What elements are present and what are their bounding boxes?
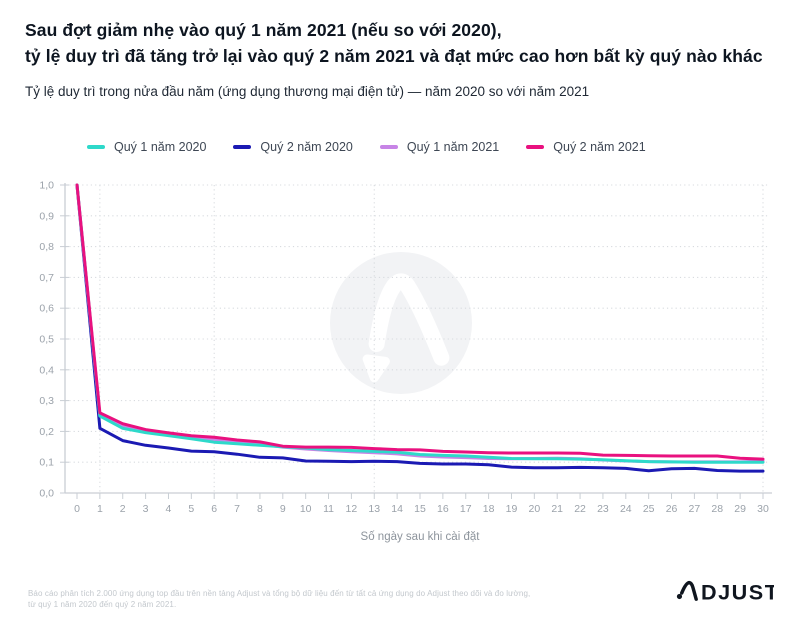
- x-tick-label: 8: [257, 503, 263, 515]
- chart-legend: Quý 1 năm 2020 Quý 2 năm 2020 Quý 1 năm 20…: [87, 140, 646, 154]
- x-tick-label: 24: [620, 503, 632, 515]
- y-tick-label: 0,6: [39, 303, 54, 315]
- y-tick-label: 0,2: [39, 426, 54, 438]
- x-tick-label: 17: [460, 503, 472, 515]
- legend-item-3: Quý 1 năm 2021: [379, 140, 500, 154]
- footnote-line1: Báo cáo phân tích 2.000 ứng dụng top đầu…: [28, 589, 531, 598]
- legend-label: Quý 2 năm 2020: [260, 140, 353, 154]
- legend-label: Quý 1 năm 2020: [114, 140, 207, 154]
- x-tick-label: 27: [689, 503, 701, 515]
- x-tick-label: 16: [437, 503, 449, 515]
- y-tick-label: 1,0: [39, 180, 54, 192]
- x-tick-label: 25: [643, 503, 655, 515]
- x-tick-label: 6: [211, 503, 217, 515]
- x-axis-label: Số ngày sau khi cài đặt: [361, 531, 481, 543]
- legend-item-4: Quý 2 năm 2021: [526, 140, 646, 154]
- x-tick-label: 0: [74, 503, 80, 515]
- x-tick-label: 20: [528, 503, 540, 515]
- y-tick-label: 0,4: [39, 364, 54, 376]
- x-tick-label: 22: [574, 503, 586, 515]
- series-line-2-qu-2-n-m-2020: [75, 183, 765, 473]
- series-line-1-qu-1-n-m-2020: [75, 183, 765, 464]
- footnote-line2: từ quý 1 năm 2020 đến quý 2 năm 2021.: [28, 600, 177, 609]
- legend-swatch: [379, 145, 398, 149]
- x-tick-label: 2: [120, 503, 126, 515]
- y-tick-label: 0,9: [39, 210, 54, 222]
- y-tick-label: 0,8: [39, 241, 54, 253]
- x-tick-label: 9: [280, 503, 286, 515]
- adjust-watermark-icon: [330, 252, 472, 394]
- x-tick-label: 14: [391, 503, 403, 515]
- x-tick-label: 4: [166, 503, 172, 515]
- legend-swatch: [526, 145, 545, 149]
- legend-swatch: [233, 145, 252, 149]
- x-tick-label: 30: [757, 503, 769, 515]
- x-tick-label: 29: [734, 503, 746, 515]
- legend-label: Quý 1 năm 2021: [406, 140, 500, 154]
- legend-label: Quý 2 năm 2021: [553, 140, 646, 154]
- x-tick-label: 1: [97, 503, 103, 515]
- x-tick-label: 15: [414, 503, 426, 515]
- x-tick-label: 3: [143, 503, 149, 515]
- retention-chart-svg: 0,00,10,20,30,40,50,60,70,80,91,00 1 2 3 4 5 6…: [39, 180, 772, 543]
- y-tick-label: 0,0: [39, 488, 54, 500]
- x-tick-label: 21: [551, 503, 563, 515]
- retention-line-chart: 0,0 0,1 0,2 0,3 0,4 0,5 0,6 0,7 0,8 0,9 1,0 0 1 2 3 4 5 6…: [0, 168, 800, 556]
- x-tick-label: 26: [666, 503, 678, 515]
- y-tick-label: 0,1: [39, 457, 54, 469]
- x-tick-label: 18: [483, 503, 495, 515]
- legend-item-1: Quý 1 năm 2020: [87, 140, 206, 154]
- axes: 0,00,10,20,30,40,50,60,70,80,91,00 1 2 3 4 5 6…: [39, 180, 772, 515]
- adjust-wordmark-icon: DJUST: [676, 580, 778, 605]
- logo-text: DJUST: [701, 580, 774, 605]
- page-title-line1: Sau đợt giảm nhẹ vào quý 1 năm 2021 (nếu…: [25, 20, 502, 40]
- y-tick-label: 0,3: [39, 395, 54, 407]
- x-tick-label: 13: [368, 503, 380, 515]
- y-tick-label: 0,5: [39, 334, 54, 346]
- x-tick-label: 23: [597, 503, 609, 515]
- x-tick-label: 5: [188, 503, 194, 515]
- chart-subtitle: Tỷ lệ duy trì trong nửa đầu năm (ứng dụn…: [25, 84, 590, 99]
- x-tick-label: 11: [323, 503, 334, 515]
- x-tick-label: 7: [234, 503, 240, 515]
- y-tick-label: 0,7: [39, 272, 54, 284]
- page-title-line2: tỷ lệ duy trì đã tăng trở lại vào quý 2 …: [25, 46, 763, 66]
- x-tick-label: 19: [506, 503, 518, 515]
- legend-swatch: [87, 145, 105, 149]
- legend-item-2: Quý 2 năm 2020: [233, 140, 353, 154]
- x-tick-label: 12: [346, 503, 358, 515]
- series-line-4-qu-2-n-m-2021: [75, 183, 765, 461]
- adjust-logo: DJUST: [676, 577, 778, 610]
- x-tick-label: 28: [711, 503, 723, 515]
- x-tick-label: 10: [300, 503, 312, 515]
